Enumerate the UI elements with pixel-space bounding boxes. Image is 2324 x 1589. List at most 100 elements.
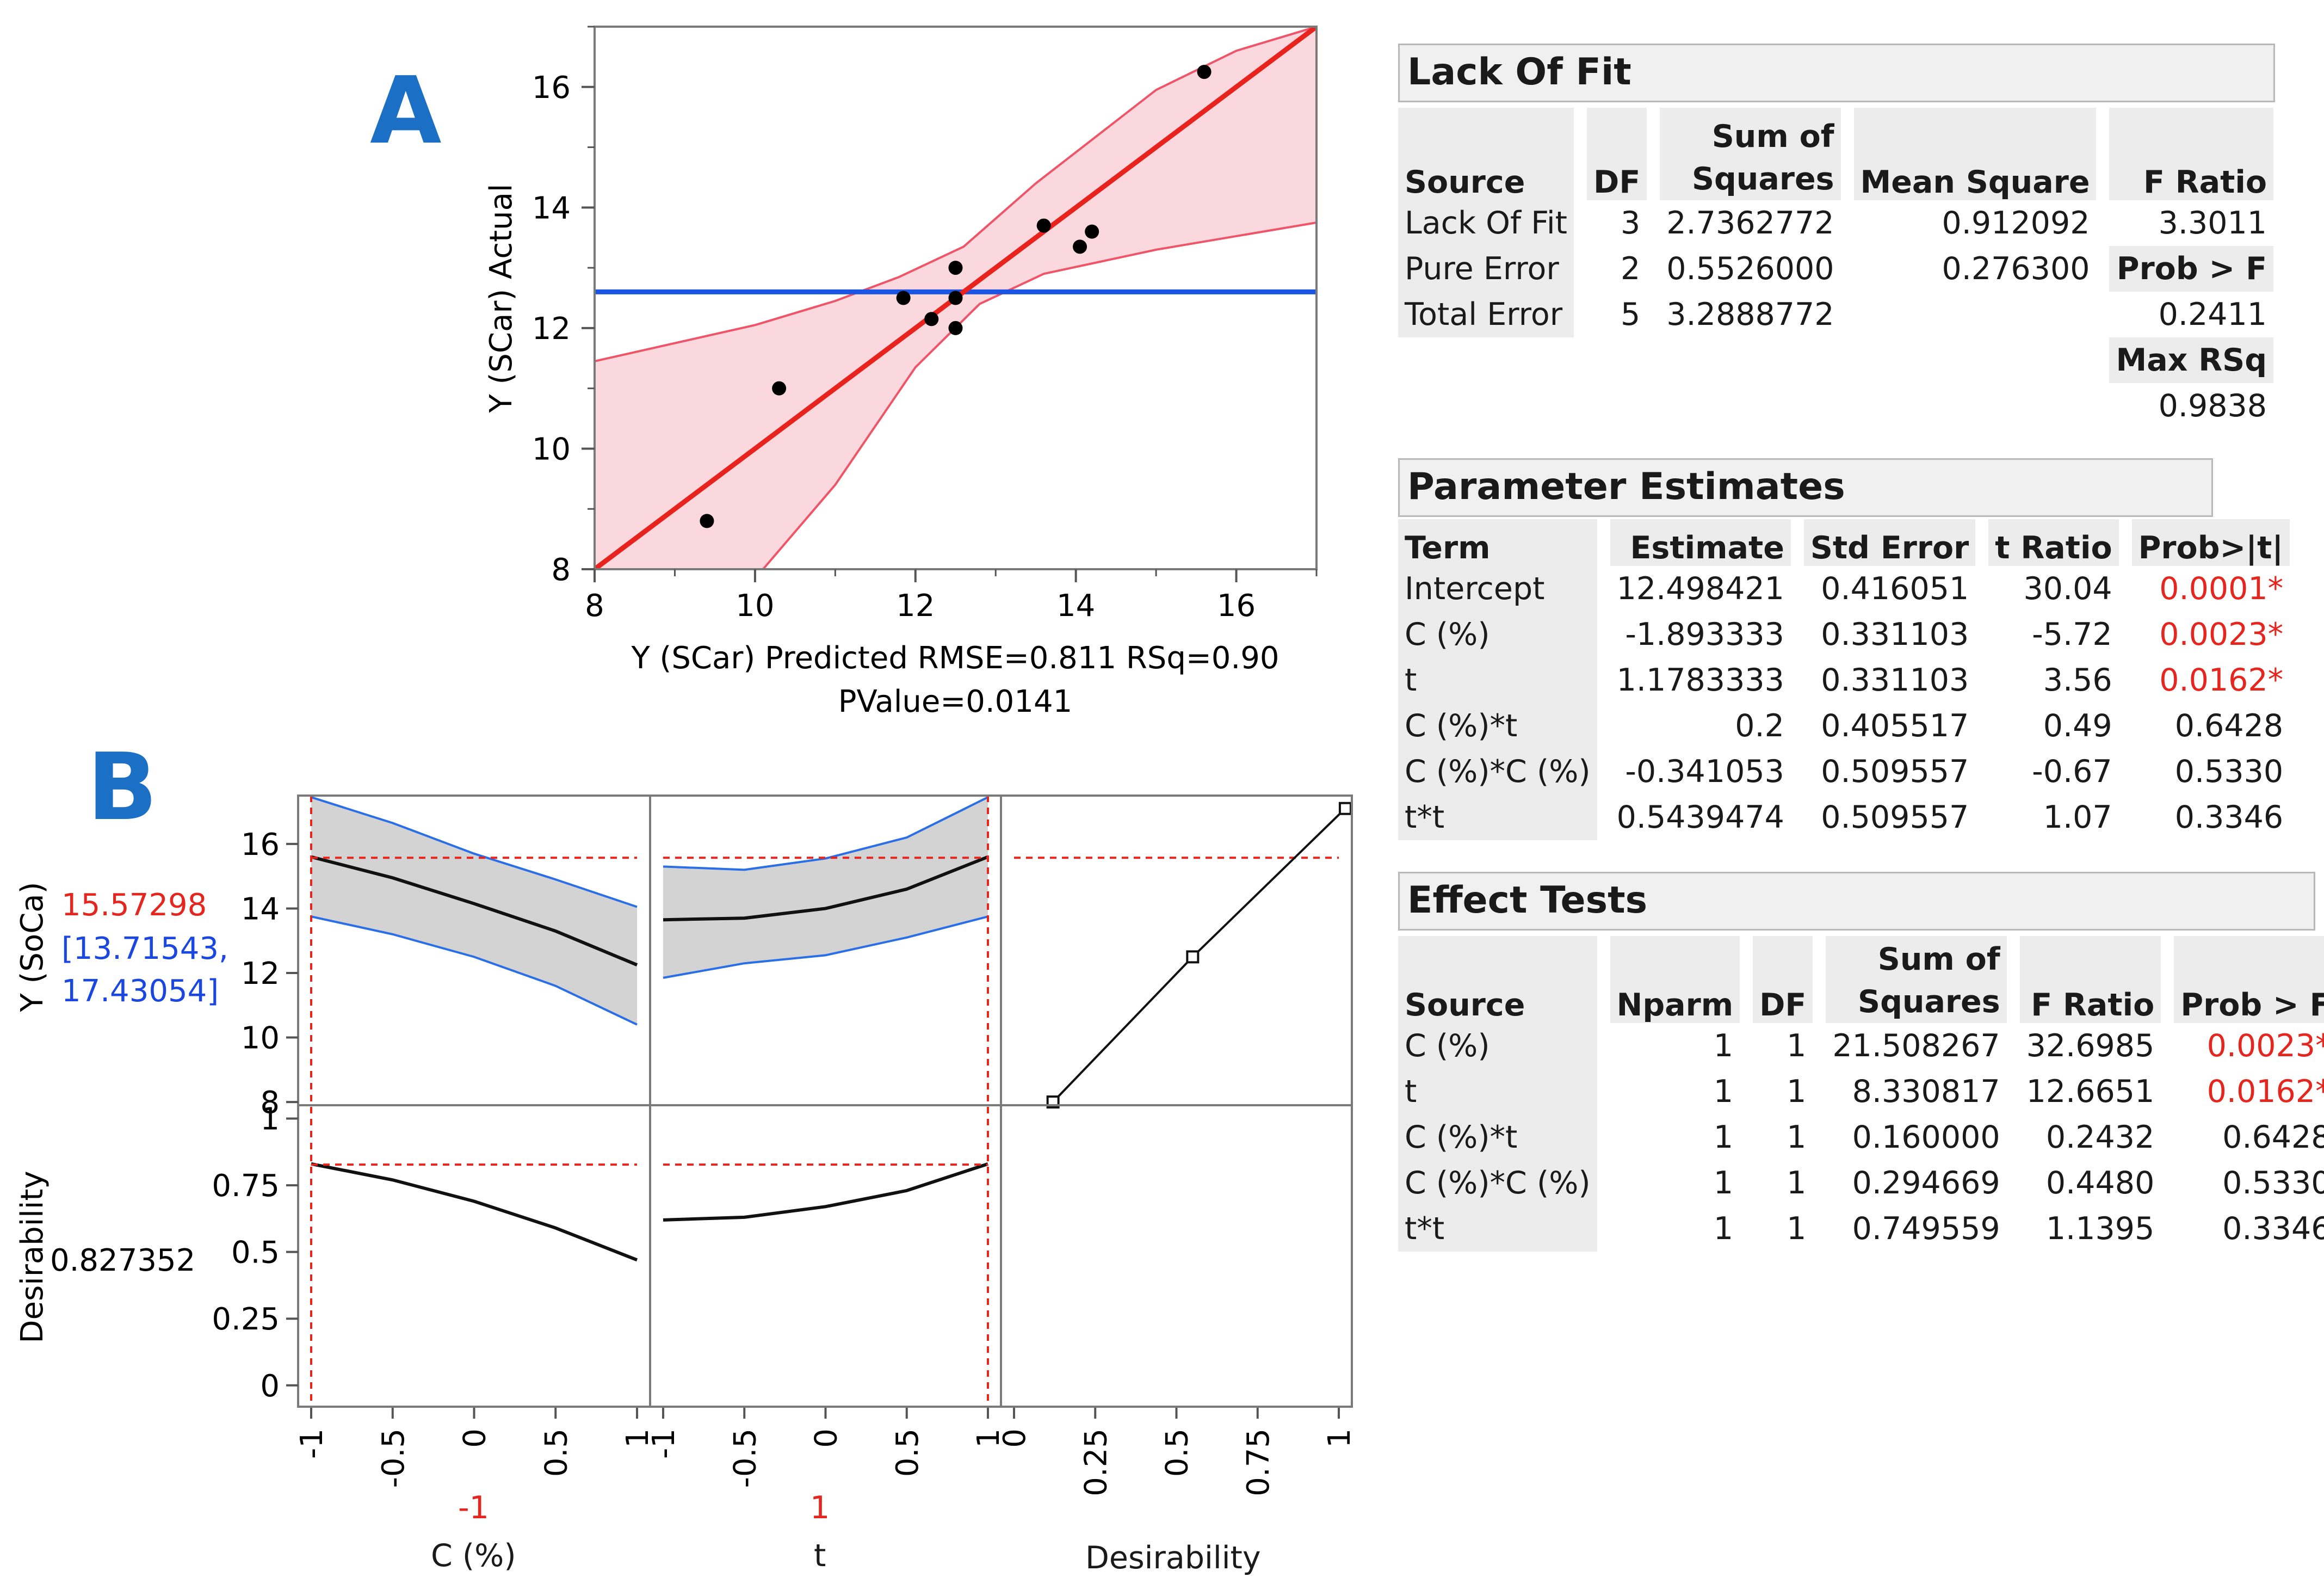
value-cell: 1	[1787, 1165, 1807, 1201]
data-point	[924, 312, 939, 327]
table-row: Pure Error 2 0.5526000 0.276300 Prob > F	[1398, 246, 2274, 292]
value-cell: 0.0023*	[2206, 1028, 2324, 1064]
table-row: C (%) 1 1 21.508267 32.6985 0.0023*	[1398, 1023, 2324, 1069]
data-point	[1085, 224, 1099, 239]
cell: 3.2888772	[1666, 297, 1834, 332]
col-header-df: DF	[1753, 936, 1813, 1023]
lack-of-fit-grid: Source DF Sum of Squares Mean Square F Ra…	[1398, 108, 2274, 429]
ss-bottom: Squares	[1691, 161, 1834, 197]
desirability-trace	[311, 1162, 638, 1262]
data-point	[948, 291, 963, 305]
prediction-trace	[663, 855, 989, 922]
value-cell: 30.04	[2023, 571, 2112, 607]
value-cell: 1	[1713, 1119, 1734, 1155]
y-tick-label: 12	[532, 311, 571, 347]
value-cell: 0.5330	[2222, 1165, 2324, 1201]
value-cell: 3.56	[2043, 662, 2112, 698]
cell: Pure Error	[1398, 246, 1574, 292]
value-cell: 0.160000	[1852, 1119, 2000, 1155]
value-cell: 1	[1713, 1028, 1734, 1064]
x-tick-label: 12	[896, 588, 935, 624]
value-cell: 0.331103	[1821, 662, 1969, 698]
y-tick-label: 10	[241, 1021, 280, 1056]
x-tick-label: 8	[585, 588, 604, 624]
factor-c-setting: -1	[458, 1490, 489, 1526]
y-tick-label: 8	[260, 1085, 280, 1120]
factor-tick-label: -0.5	[376, 1428, 411, 1488]
col-header-ss: Sum of Squares	[1660, 108, 1841, 200]
prediction-band	[311, 797, 637, 1025]
table-row: Total Error 5 3.2888772 0.2411	[1398, 292, 2273, 337]
value-cell: 0.416051	[1821, 571, 1969, 607]
table-row: C (%)*C (%) -0.341053 0.509557 -0.67 0.5330	[1398, 749, 2290, 795]
y-tick-label: 14	[532, 190, 571, 226]
data-point	[1073, 239, 1087, 254]
factor-tick-label: 0	[809, 1428, 844, 1448]
table-row: Intercept 12.498421 0.416051 30.04 0.0001*	[1398, 566, 2290, 612]
factor-c-label: C (%)	[431, 1538, 516, 1574]
prob-f-label: Prob > F	[2109, 246, 2274, 292]
cell: 3	[1621, 205, 1641, 241]
value-cell: 1.1395	[2045, 1211, 2155, 1247]
factor-tick-label: -1	[646, 1428, 682, 1459]
desirability-y-tick-label: 0.5	[231, 1235, 280, 1271]
desirability-y-tick-label: 0.75	[212, 1168, 280, 1204]
panel-a-ylabel: Y (SCar) Actual	[484, 184, 519, 414]
value-cell: 1	[1713, 1074, 1734, 1110]
source-cell: C (%)*t	[1398, 1114, 1597, 1160]
profiler-y-ci-low: [13.71543,	[61, 931, 228, 966]
value-cell: 0.6428	[2222, 1119, 2324, 1155]
profiler-y-ci-high: 17.43054]	[61, 974, 219, 1009]
plot-area	[595, 27, 1316, 569]
col-header-fratio: F Ratio	[2019, 936, 2161, 1023]
y-tick-label: 8	[551, 552, 571, 588]
desirability-y-tick-label: 0.25	[212, 1302, 280, 1337]
value-cell: 0.4480	[2045, 1165, 2155, 1201]
col-header-tratio: t Ratio	[1988, 519, 2119, 566]
value-cell: 0.3346	[2174, 799, 2284, 835]
panel-a-chart: 8 10 12 14 16 8 10 12 14 16	[532, 26, 1318, 624]
cell: Total Error	[1398, 292, 1574, 337]
cell: 2.7362772	[1666, 205, 1834, 241]
desirability-tick-label: 0.25	[1078, 1428, 1114, 1496]
value-cell: 1	[1787, 1028, 1807, 1064]
value-cell: 0.509557	[1821, 754, 1969, 790]
value-cell: -0.341053	[1625, 754, 1784, 790]
value-cell: 1	[1787, 1119, 1807, 1155]
prob-f-value: 0.2411	[2158, 297, 2267, 332]
y-tick-label: 16	[532, 70, 571, 106]
col-header-ms: Mean Square	[1853, 108, 2097, 200]
term-cell: C (%)	[1398, 612, 1597, 657]
value-cell: 12.498421	[1616, 571, 1784, 607]
profiler-cell-frame	[1000, 1104, 1353, 1408]
confidence-lower-line	[762, 221, 1316, 569]
profiler-y-label: Y (SoCa)	[15, 882, 50, 1013]
profiler-cell-frame	[1000, 795, 1353, 1106]
ss-top: Sum of	[1877, 941, 2000, 977]
table-row: t 1.1783333 0.331103 3.56 0.0162*	[1398, 657, 2290, 703]
value-cell: 1	[1713, 1211, 1734, 1247]
col-header-prob-t: Prob>|t|	[2131, 519, 2290, 566]
col-header-nparm: Nparm	[1610, 936, 1740, 1023]
ci-upper-line	[663, 796, 988, 871]
factor-tick-label: 1	[620, 1428, 656, 1448]
prediction-trace	[311, 855, 638, 966]
value-cell: -0.67	[2032, 754, 2112, 790]
table-row: C (%) -1.893333 0.331103 -5.72 0.0023*	[1398, 612, 2290, 657]
table-row: t*t 1 1 0.749559 1.1395 0.3346	[1398, 1206, 2324, 1252]
data-point	[948, 321, 963, 335]
value-cell: 12.6651	[2026, 1074, 2155, 1110]
cell: 0.912092	[1942, 205, 2090, 241]
value-cell: 0.3346	[2222, 1211, 2324, 1247]
value-cell: 21.508267	[1832, 1028, 2000, 1064]
value-cell: 0.0162*	[2159, 662, 2284, 698]
panel-b-profiler: -1 -0.5 0 0.5 1-1 -0.5 0 0.5 10 0.25 0.5 0.75 181012…	[212, 795, 1357, 1496]
desirability-handle	[1338, 802, 1352, 815]
ci-lower-line	[311, 915, 638, 1026]
panel-b-letter: B	[87, 734, 158, 841]
value-cell: 1	[1713, 1165, 1734, 1201]
col-header-estimate: Estimate	[1610, 519, 1791, 566]
parameter-estimates-grid: Term Estimate Std Error t Ratio Prob>|t|…	[1398, 519, 2290, 840]
panel-a-letter: A	[370, 57, 442, 165]
